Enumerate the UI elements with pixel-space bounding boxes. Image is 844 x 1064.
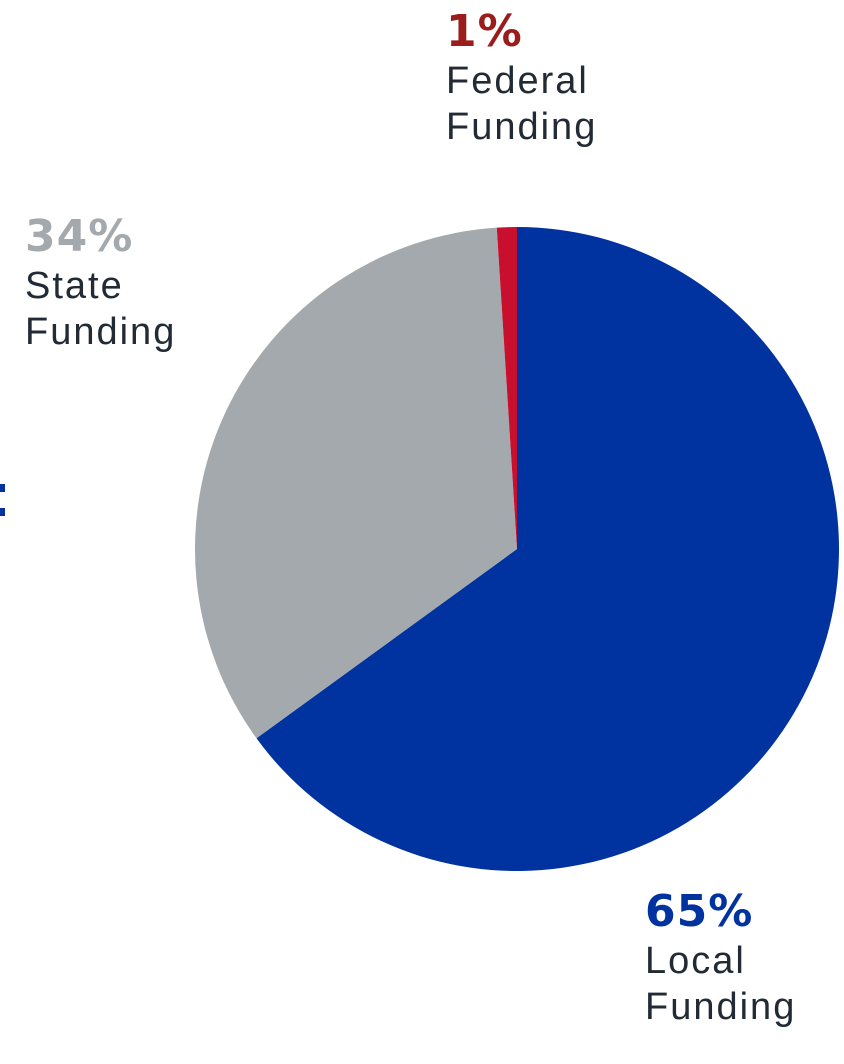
federal-category-line: Funding [446,106,598,148]
pie-slices [195,226,840,871]
state-category: State Funding [25,263,176,355]
federal-funding-label: 1% Federal Funding [446,6,597,150]
state-funding-label: 34% State Funding [25,211,176,355]
pie-slice-federal-funding [496,227,517,549]
federal-percent: 1% [446,6,523,57]
pie-slice-state-funding [195,227,517,739]
local-category: Local Funding [645,938,796,1030]
pie-slice-local-funding [256,226,840,871]
local-category-line: Funding [645,986,797,1028]
federal-category: Federal Funding [446,58,597,150]
local-category-line: Local [645,940,746,982]
local-percent: 65% [645,886,754,937]
state-category-line: Funding [25,311,177,353]
local-funding-label: 65% Local Funding [645,886,796,1030]
state-category-line: State [25,265,124,307]
edge-mark [0,484,5,492]
state-percent: 34% [25,211,134,262]
edge-mark [0,508,5,516]
federal-category-line: Federal [446,60,589,102]
